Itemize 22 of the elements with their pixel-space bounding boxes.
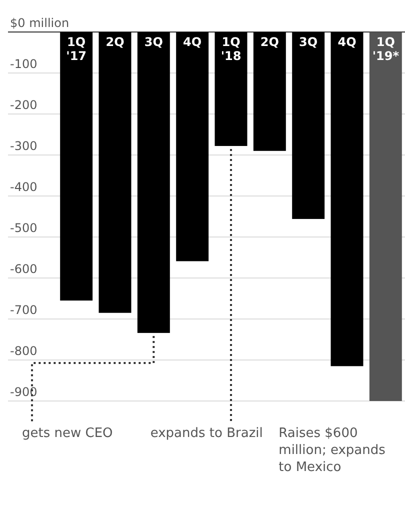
- x-tick-label: 1Q '17: [66, 35, 87, 63]
- y-tick-label: -900: [10, 385, 38, 399]
- y-tick-label: -800: [10, 344, 38, 358]
- x-tick-label: 2Q: [106, 35, 124, 49]
- x-tick-label: 2Q: [260, 35, 279, 49]
- y-tick-label: $0 million: [10, 16, 70, 30]
- annotation: expands to Brazil: [150, 426, 263, 441]
- x-tick-label: 4Q: [183, 35, 202, 49]
- x-tick-label: 3Q: [299, 35, 318, 49]
- y-tick-label: -100: [10, 57, 38, 71]
- y-tick-label: -400: [10, 180, 38, 194]
- x-tick-label: 3Q: [144, 35, 163, 49]
- x-tick-label: 1Q '19*: [372, 35, 400, 63]
- y-tick-label: -200: [10, 98, 38, 112]
- x-tick-label: 1Q '18: [220, 35, 242, 63]
- x-tick-label: 4Q: [338, 35, 356, 49]
- y-tick-label: -300: [10, 139, 38, 153]
- text: Raises $600 million; expands to Mexico: [278, 426, 386, 475]
- y-tick-label: -700: [10, 303, 38, 317]
- y-tick-label: -600: [10, 262, 38, 276]
- annotation: gets new CEO: [22, 426, 113, 441]
- y-tick-label: -500: [10, 221, 38, 235]
